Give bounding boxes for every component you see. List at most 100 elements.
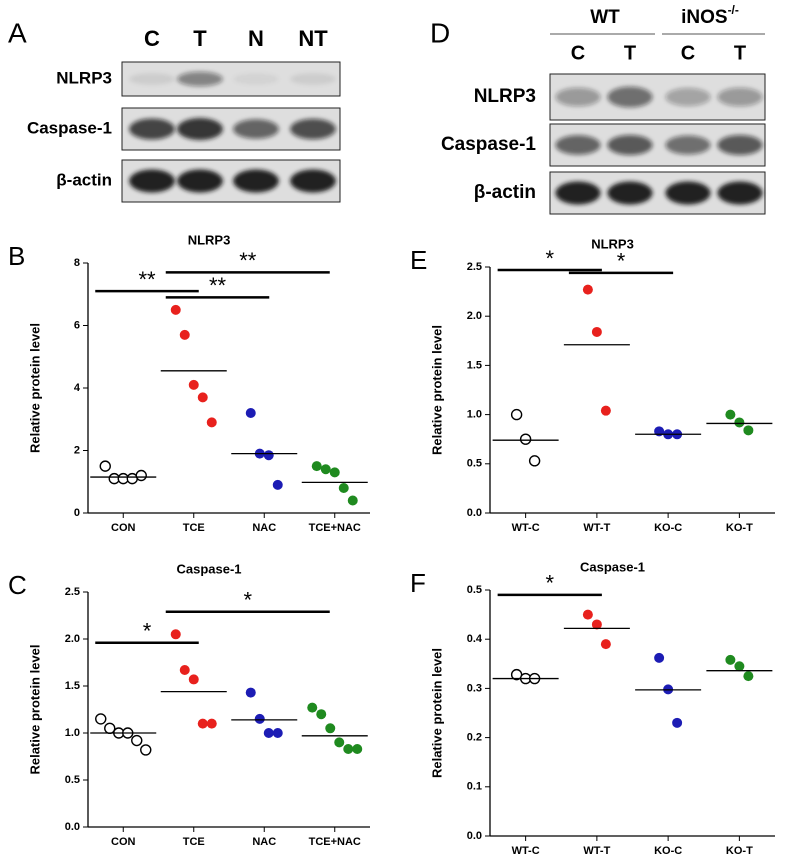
data-point (510, 408, 523, 421)
data-point (316, 709, 327, 720)
blot-band (177, 117, 223, 141)
x-tick-label: TCE+NAC (309, 836, 361, 848)
x-tick-label: TCE+NAC (309, 522, 361, 534)
data-point (600, 405, 611, 416)
lane-label: C (681, 42, 695, 64)
significance-label: * (143, 619, 152, 644)
data-point (170, 629, 181, 640)
blot-band (665, 87, 711, 107)
y-tick-label: 4 (74, 382, 81, 394)
y-tick-label: 0 (74, 507, 80, 519)
data-point (338, 483, 349, 493)
blot-band (607, 86, 653, 108)
blot-band (290, 118, 336, 140)
y-tick-label: 1.0 (467, 409, 482, 421)
data-point (591, 619, 602, 630)
y-axis-title: Relative protein level (27, 644, 42, 774)
lane-label: N (248, 26, 264, 51)
data-point (311, 461, 322, 472)
data-point (329, 467, 340, 478)
x-tick-label: KO-C (654, 522, 682, 534)
data-point (582, 609, 593, 620)
row-label: Caspase-1 (27, 118, 112, 137)
y-tick-label: 1.5 (467, 359, 482, 371)
data-point (725, 654, 736, 665)
chart-title: Caspase-1 (580, 559, 645, 574)
data-point (245, 408, 256, 418)
x-tick-label: TCE (183, 522, 205, 534)
blot-band (233, 73, 279, 85)
y-tick-label: 0.3 (467, 682, 482, 694)
data-point (197, 718, 208, 729)
x-tick-label: CON (111, 522, 136, 534)
blot-band (177, 71, 223, 87)
y-tick-label: 2.0 (467, 310, 482, 322)
y-tick-label: 1.0 (65, 727, 80, 739)
data-point (254, 713, 265, 724)
y-tick-label: 2.5 (467, 261, 482, 273)
y-tick-label: 0.4 (467, 633, 483, 645)
data-point (179, 665, 190, 676)
data-point (95, 713, 107, 725)
panel-letter: B (8, 241, 25, 271)
panel-letter: C (8, 570, 27, 600)
row-label: NLRP3 (474, 86, 536, 107)
y-tick-label: 1.5 (65, 680, 80, 692)
significance-label: * (545, 246, 554, 271)
blot-band (129, 73, 175, 85)
row-label: β-actin (56, 170, 112, 189)
panel-letter: F (410, 568, 426, 598)
chart-title: NLRP3 (188, 232, 231, 247)
data-point (206, 417, 217, 428)
data-point (347, 495, 358, 506)
y-tick-label: 0.2 (467, 732, 482, 744)
x-tick-label: KO-T (726, 845, 753, 857)
y-tick-label: 0.0 (65, 821, 80, 833)
blot-band (665, 135, 711, 155)
data-point (519, 433, 532, 445)
x-tick-label: WT-C (512, 845, 540, 857)
data-point (725, 409, 736, 420)
data-point (320, 464, 331, 475)
significance-label: * (243, 588, 252, 613)
blot-band (129, 169, 175, 193)
y-axis-title: Relative protein level (27, 323, 42, 453)
blot-band (129, 118, 175, 140)
data-point (170, 304, 181, 315)
panel-letter: A (8, 17, 27, 48)
row-label: β-actin (474, 182, 536, 203)
blot-band (233, 119, 279, 139)
blot-band (177, 169, 223, 193)
significance-label: * (617, 249, 626, 274)
x-tick-label: NAC (252, 522, 276, 534)
data-point (206, 718, 217, 729)
data-point (528, 455, 541, 467)
x-tick-label: WT-T (583, 845, 610, 857)
data-point (188, 674, 199, 685)
blot-band (290, 73, 336, 85)
blot-band (607, 181, 653, 205)
lane-label: T (734, 42, 746, 64)
y-tick-label: 2 (74, 444, 80, 456)
x-tick-label: WT-C (512, 522, 540, 534)
data-point (179, 329, 190, 340)
data-point (131, 734, 143, 747)
blot-band (607, 135, 653, 155)
data-point (307, 702, 318, 713)
lane-label: C (571, 42, 585, 64)
y-tick-label: 0.0 (467, 507, 482, 519)
significance-label: ** (138, 267, 156, 292)
lane-label: T (624, 42, 636, 64)
chart-title: Caspase-1 (176, 561, 241, 576)
group-label: WT (590, 7, 620, 28)
y-tick-label: 0.5 (467, 458, 482, 470)
data-point (343, 743, 354, 754)
data-point (352, 743, 363, 754)
x-tick-label: KO-C (654, 845, 682, 857)
x-tick-label: CON (111, 836, 136, 848)
significance-label: ** (209, 273, 227, 298)
data-point (325, 723, 336, 734)
lane-label: C (144, 26, 160, 51)
group-name: iNOS (681, 7, 727, 28)
blot-band (555, 87, 601, 107)
